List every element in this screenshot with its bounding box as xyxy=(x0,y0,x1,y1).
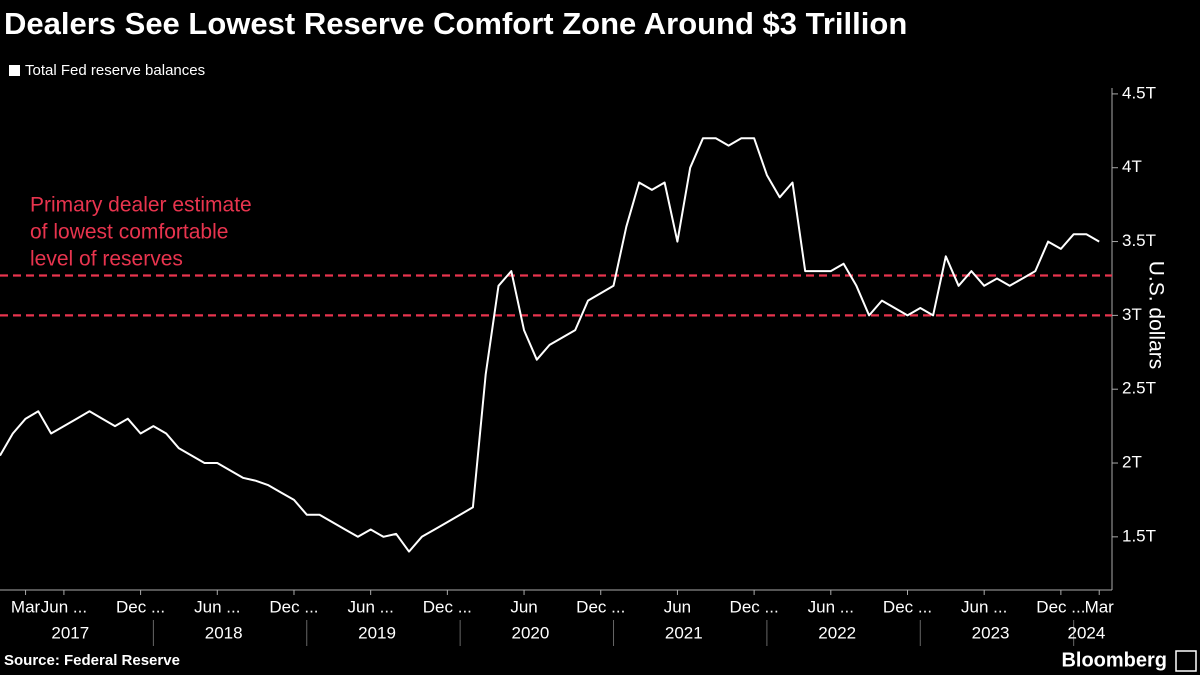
x-tick-label: Jun ... xyxy=(808,597,854,616)
source: Source: Federal Reserve xyxy=(4,652,180,669)
x-tick-label: Jun xyxy=(664,597,691,616)
y-tick-label: 4T xyxy=(1122,157,1142,176)
x-tick-label: Dec ... xyxy=(423,597,472,616)
x-tick-label: Mar xyxy=(11,597,41,616)
x-tick-label: Jun ... xyxy=(41,597,87,616)
x-group-label: 2018 xyxy=(205,623,243,642)
y-tick-label: 3.5T xyxy=(1122,231,1156,250)
x-group-label: 2022 xyxy=(818,623,856,642)
x-tick-label: Dec ... xyxy=(883,597,932,616)
x-tick-label: Dec ... xyxy=(1036,597,1085,616)
y-axis-label: U.S. dollars xyxy=(1144,261,1167,370)
y-tick-label: 4.5T xyxy=(1122,83,1156,102)
x-tick-label: Dec ... xyxy=(730,597,779,616)
x-tick-label: Jun ... xyxy=(961,597,1007,616)
x-group-label: 2024 xyxy=(1068,623,1106,642)
x-group-label: 2023 xyxy=(972,623,1010,642)
annotation: Primary dealer estimate xyxy=(30,194,252,217)
x-tick-label: Jun xyxy=(510,597,537,616)
chart-title: Dealers See Lowest Reserve Comfort Zone … xyxy=(4,6,907,41)
legend-label: Total Fed reserve balances xyxy=(25,62,205,79)
brand: Bloomberg xyxy=(1061,649,1167,671)
x-group-label: 2017 xyxy=(51,623,89,642)
x-tick-label: Dec ... xyxy=(269,597,318,616)
annotation: level of reserves xyxy=(30,248,183,271)
y-tick-label: 2.5T xyxy=(1122,379,1156,398)
y-tick-label: 3T xyxy=(1122,305,1142,324)
x-tick-label: Jun ... xyxy=(194,597,240,616)
x-group-label: 2021 xyxy=(665,623,703,642)
y-tick-label: 1.5T xyxy=(1122,526,1156,545)
x-group-label: 2019 xyxy=(358,623,396,642)
legend-swatch xyxy=(9,65,20,76)
annotation: of lowest comfortable xyxy=(30,221,228,244)
y-tick-label: 2T xyxy=(1122,453,1142,472)
series-line xyxy=(0,137,1100,553)
x-tick-label: Dec ... xyxy=(576,597,625,616)
x-tick-label: Jun ... xyxy=(348,597,394,616)
x-tick-label: Dec ... xyxy=(116,597,165,616)
brand-icon xyxy=(1175,650,1197,672)
x-group-label: 2020 xyxy=(512,623,550,642)
x-tick-label: Mar xyxy=(1085,597,1115,616)
